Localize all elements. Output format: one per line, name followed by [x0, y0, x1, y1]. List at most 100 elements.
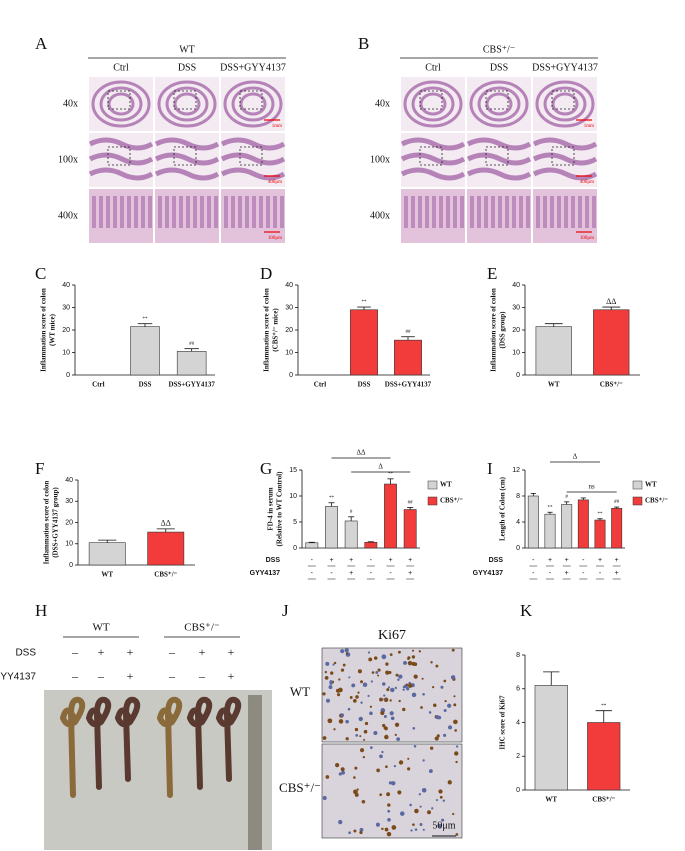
y-tick-label: 30: [512, 304, 520, 311]
nucleus: [383, 715, 387, 718]
bar: [305, 542, 319, 549]
bar: [325, 506, 338, 549]
tissue: [400, 137, 466, 151]
nucleus: [453, 719, 458, 725]
group-label: CBS⁺/⁻: [483, 44, 515, 55]
magnification-label: 100x: [370, 154, 390, 165]
x-tick-label: DSS: [139, 381, 152, 389]
nucleus: [394, 686, 397, 690]
nucleus: [432, 685, 435, 689]
nucleus: [418, 650, 421, 653]
y-tick-label: 20: [62, 327, 70, 334]
nucleus: [361, 799, 366, 804]
nucleus: [413, 744, 417, 748]
colon: [215, 696, 242, 782]
row-label: DSS: [15, 648, 36, 659]
y-tick-label: 30: [285, 304, 293, 311]
error-bar: [137, 323, 153, 327]
row-sign: -: [330, 570, 333, 577]
crypt: [439, 196, 443, 228]
nucleus: [325, 775, 330, 779]
tissue: [88, 137, 154, 151]
y-tick-label: 15: [289, 467, 297, 474]
nucleus: [390, 716, 395, 721]
bar: [534, 685, 568, 791]
nucleus: [379, 793, 383, 797]
nucleus: [385, 765, 388, 769]
row-label: WT: [290, 684, 310, 699]
tissue: [220, 167, 286, 181]
panel-label: G: [260, 459, 272, 478]
nucleus: [380, 711, 385, 716]
nucleus: [387, 817, 391, 822]
panel-label: C: [35, 264, 46, 283]
nucleus: [440, 685, 444, 689]
row-sign: +: [228, 645, 235, 659]
legend-label: CBS⁺/⁻: [645, 497, 668, 505]
error-bar: [544, 323, 563, 327]
nucleus: [451, 648, 455, 652]
nucleus: [354, 727, 359, 732]
nucleus: [324, 676, 329, 680]
bar: [350, 309, 378, 376]
x-tick-label: Ctrl: [92, 381, 104, 389]
nucleus: [386, 688, 390, 692]
tissue: [91, 80, 151, 128]
nucleus: [353, 789, 358, 795]
crypt: [411, 196, 415, 228]
nucleus: [422, 759, 425, 762]
nucleus: [340, 767, 345, 772]
nucleus: [435, 799, 439, 802]
crypt: [418, 196, 422, 228]
row-sign: –: [168, 645, 176, 659]
crypt: [280, 196, 284, 228]
nucleus: [351, 683, 356, 688]
nucleus: [340, 649, 345, 654]
nucleus: [455, 833, 459, 836]
row-sign: +: [228, 669, 235, 683]
nucleus: [414, 828, 418, 831]
nucleus: [406, 687, 410, 691]
bracket-label: Δ: [378, 463, 383, 471]
significance-label: **: [329, 496, 335, 501]
y-tick-label: 0: [289, 372, 293, 379]
nucleus: [328, 685, 333, 690]
tissue: [543, 86, 587, 122]
y-axis-label: (Relative to WT Control): [276, 471, 284, 547]
row-sign: –: [198, 669, 206, 683]
bar: [593, 309, 630, 376]
scale-bar-label: 50μm: [432, 820, 455, 831]
nucleus: [338, 719, 344, 724]
y-tick-label: 0: [66, 372, 70, 379]
y-tick-label: 40: [65, 477, 73, 484]
nucleus: [447, 780, 452, 785]
tissue: [532, 167, 598, 181]
crypt: [425, 196, 429, 228]
nucleus: [354, 766, 358, 770]
nucleus: [443, 679, 447, 683]
nucleus: [411, 655, 416, 659]
row-sign: +: [615, 557, 619, 564]
nucleus: [407, 683, 413, 688]
micrograph: [89, 77, 153, 131]
nucleus: [452, 812, 455, 816]
nucleus: [455, 760, 458, 764]
bar: [364, 541, 378, 549]
y-axis-label: Inflammation score of colon: [40, 288, 48, 372]
y-axis-label: FD-4 in serum: [267, 487, 275, 530]
row-label: DSS: [489, 557, 504, 564]
micrograph: [221, 77, 285, 131]
bar: [611, 508, 623, 549]
nucleus: [385, 662, 389, 666]
crypt: [148, 196, 152, 228]
nucleus: [349, 696, 353, 699]
nucleus: [375, 822, 380, 827]
nucleus: [322, 736, 327, 740]
nucleus: [422, 828, 425, 831]
nucleus: [345, 719, 349, 724]
bracket-label: ΔΔ: [356, 449, 366, 457]
nucleus: [369, 711, 373, 716]
tissue: [220, 137, 286, 151]
crypt: [158, 196, 162, 228]
nucleus: [448, 725, 453, 730]
